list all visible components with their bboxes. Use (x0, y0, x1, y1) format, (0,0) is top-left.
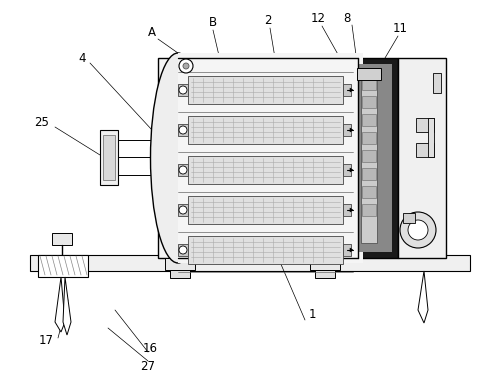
Bar (38, 255, 88, 277)
Polygon shape (350, 208, 353, 212)
Bar (343, 204, 351, 216)
Circle shape (179, 86, 187, 94)
Text: 10: 10 (413, 114, 428, 126)
Bar (178, 53, 363, 263)
Text: 16: 16 (143, 341, 158, 354)
Bar (188, 236, 343, 264)
Bar (403, 213, 415, 223)
Circle shape (179, 59, 193, 73)
Bar (343, 124, 351, 136)
Text: 8: 8 (343, 12, 351, 25)
Bar (310, 258, 340, 270)
Polygon shape (63, 277, 71, 335)
Polygon shape (350, 168, 353, 172)
Bar (178, 244, 188, 256)
Text: 11: 11 (393, 22, 408, 35)
Bar (362, 186, 376, 198)
Bar (416, 118, 434, 132)
Bar (178, 84, 188, 96)
Bar (359, 64, 392, 252)
Text: B: B (209, 15, 217, 28)
Circle shape (179, 126, 187, 134)
Bar (362, 78, 376, 90)
Bar (52, 233, 72, 245)
Circle shape (408, 220, 428, 240)
Text: 1: 1 (308, 308, 316, 321)
Text: 2: 2 (264, 13, 272, 26)
Bar (398, 58, 446, 258)
Bar (188, 196, 343, 224)
Text: 24: 24 (413, 66, 428, 78)
Polygon shape (350, 128, 353, 132)
Polygon shape (350, 88, 353, 92)
Text: 25: 25 (34, 116, 49, 129)
Polygon shape (350, 248, 353, 252)
Bar (415, 233, 435, 245)
Ellipse shape (151, 53, 206, 263)
Bar (353, 58, 398, 258)
Bar (170, 270, 190, 278)
Bar (178, 124, 188, 136)
Bar (188, 76, 343, 104)
Bar (362, 96, 376, 108)
Bar (362, 132, 376, 144)
Circle shape (179, 246, 187, 254)
Bar (30, 255, 470, 271)
Bar (343, 244, 351, 256)
Bar (362, 204, 376, 216)
Bar (362, 168, 376, 180)
Bar (158, 58, 358, 258)
Text: C: C (436, 184, 444, 197)
Text: A: A (148, 26, 156, 40)
Bar (178, 164, 188, 176)
Circle shape (179, 206, 187, 214)
Text: 12: 12 (310, 12, 325, 25)
Polygon shape (55, 277, 65, 332)
Bar (315, 270, 335, 278)
Bar (428, 118, 434, 157)
Bar (103, 135, 115, 180)
Polygon shape (418, 271, 428, 323)
Circle shape (183, 63, 189, 69)
Text: 9: 9 (416, 93, 424, 106)
Bar (188, 116, 343, 144)
Circle shape (179, 166, 187, 174)
Text: 4: 4 (78, 51, 86, 65)
Bar (343, 84, 351, 96)
Bar (433, 73, 441, 93)
Bar (362, 114, 376, 126)
Bar (178, 204, 188, 216)
Bar (361, 73, 377, 243)
Bar (343, 164, 351, 176)
Bar (416, 143, 434, 157)
Bar (100, 130, 118, 185)
Text: 17: 17 (38, 333, 53, 346)
Bar (362, 150, 376, 162)
Bar (188, 156, 343, 184)
Bar (165, 258, 195, 270)
Circle shape (400, 212, 436, 248)
Bar (357, 68, 381, 80)
Text: 27: 27 (141, 359, 156, 372)
